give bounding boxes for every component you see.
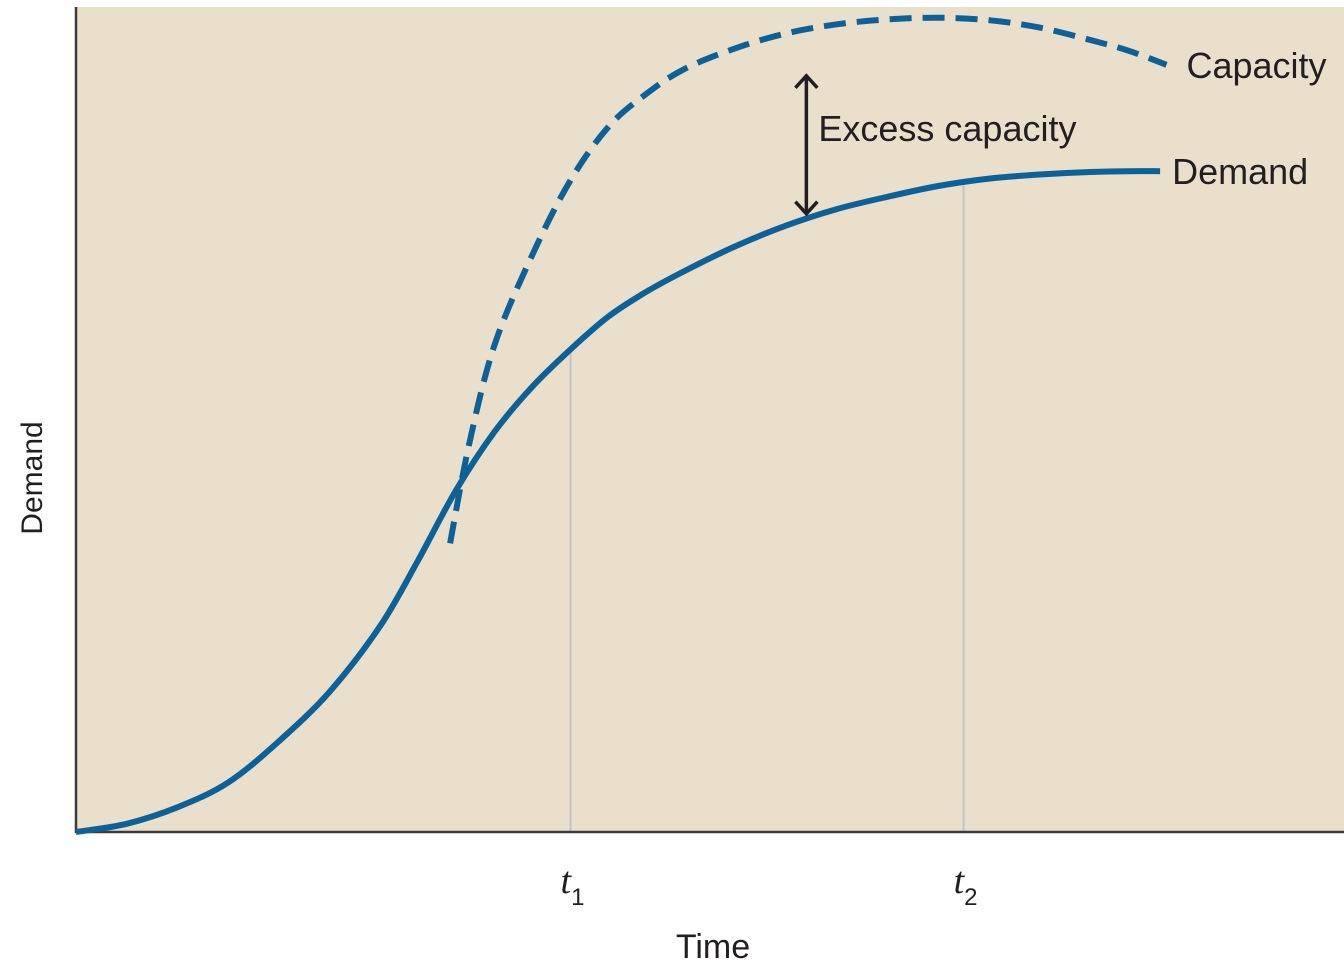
axes bbox=[74, 7, 1344, 834]
tick-label-2: t2 bbox=[954, 860, 978, 911]
x-axis-label: Time bbox=[676, 928, 750, 964]
tick-label-1: t1 bbox=[561, 860, 585, 911]
series-line-demand bbox=[75, 168, 1161, 835]
excess-capacity-label: Excess capacity bbox=[818, 108, 1076, 149]
tick-subscript-2: 2 bbox=[964, 884, 977, 911]
excess-arrow-head-down bbox=[794, 200, 819, 217]
series-line-capacity bbox=[447, 14, 1168, 544]
series-lines: Demand Capacity bbox=[75, 14, 1327, 835]
series-label-capacity: Capacity bbox=[1186, 45, 1326, 86]
tick-subscript-1: 1 bbox=[571, 884, 584, 911]
y-axis-label: Demand bbox=[16, 421, 49, 534]
excess-arrow-head-up bbox=[794, 73, 819, 90]
plot-area bbox=[76, 7, 1344, 832]
series-label-demand: Demand bbox=[1172, 151, 1308, 192]
annotations: Excess capacity bbox=[794, 73, 1076, 217]
tick-labels: t1 t2 bbox=[561, 860, 978, 911]
tick-guides bbox=[569, 182, 965, 832]
